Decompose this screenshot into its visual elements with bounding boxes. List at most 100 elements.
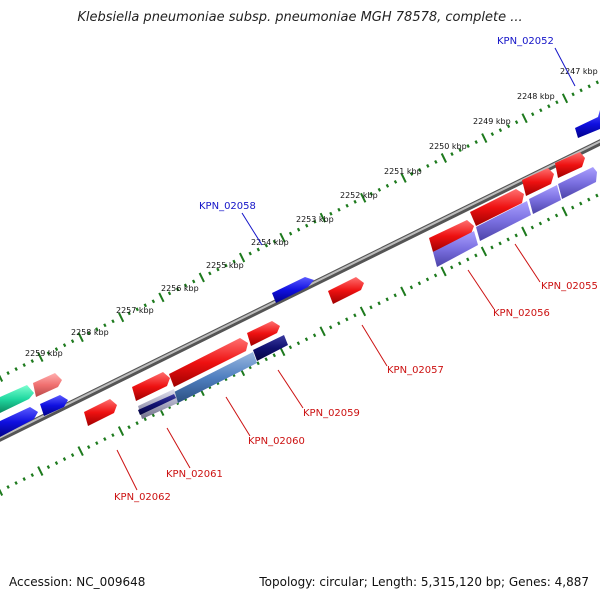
scale-minor-tick bbox=[248, 251, 252, 256]
gene-label-KPN_02056[interactable]: KPN_02056 bbox=[493, 308, 550, 319]
scale-major-tick bbox=[400, 286, 407, 297]
gene-features bbox=[0, 110, 600, 437]
scale-major-tick bbox=[117, 426, 125, 437]
scale-minor-tick bbox=[458, 148, 462, 152]
scale-minor-tick bbox=[95, 441, 99, 445]
gene-label-KPN_02059[interactable]: KPN_02059 bbox=[303, 408, 360, 419]
scale-minor-tick bbox=[458, 261, 462, 266]
scale-minor-tick bbox=[264, 357, 268, 362]
scale-minor-tick bbox=[95, 327, 99, 332]
scale-major-tick bbox=[319, 212, 326, 223]
scale-minor-tick bbox=[135, 307, 139, 312]
scale-label: 2248 kbp bbox=[517, 92, 555, 101]
scale-minor-tick bbox=[111, 433, 115, 437]
gene-arrow-reverse bbox=[470, 189, 524, 226]
genome-summary-text: Topology: circular; Length: 5,315,120 bp… bbox=[259, 575, 589, 589]
scale-major-tick bbox=[118, 312, 125, 323]
scale-major-tick bbox=[37, 466, 44, 476]
scale-major-tick bbox=[400, 172, 407, 183]
scale-minor-tick bbox=[111, 319, 115, 324]
leader-line bbox=[116, 449, 138, 491]
scale-minor-tick bbox=[587, 84, 591, 89]
scale-minor-tick bbox=[417, 281, 422, 286]
scale-minor-tick bbox=[208, 271, 212, 276]
scale-track-outer bbox=[0, 80, 599, 382]
scale-minor-tick bbox=[87, 331, 91, 336]
scale-major-tick bbox=[440, 153, 447, 163]
leader-lines bbox=[116, 47, 576, 491]
scale-minor-tick bbox=[46, 351, 51, 355]
scale-major-tick bbox=[158, 292, 165, 303]
scale-label: 2247 kbp bbox=[560, 67, 598, 76]
scale-major-tick bbox=[239, 252, 246, 263]
scale-minor-tick bbox=[409, 285, 414, 290]
gene-label-KPN_02062[interactable]: KPN_02062 bbox=[114, 492, 171, 503]
scale-minor-tick bbox=[530, 225, 535, 230]
scale-minor-tick bbox=[22, 363, 26, 367]
scale-minor-tick bbox=[506, 124, 511, 129]
leader-line bbox=[467, 269, 495, 310]
scale-minor-tick bbox=[313, 219, 317, 224]
scale-minor-tick bbox=[595, 193, 599, 198]
scale-major-tick bbox=[319, 326, 326, 337]
scale-minor-tick bbox=[369, 305, 373, 310]
scale-minor-tick bbox=[175, 287, 180, 292]
scale-minor-tick bbox=[385, 183, 390, 188]
gene-block bbox=[558, 167, 597, 199]
scale-minor-tick bbox=[369, 191, 373, 196]
scale-major-tick bbox=[561, 93, 569, 104]
scale-minor-tick bbox=[490, 245, 494, 250]
scale-minor-tick bbox=[434, 159, 438, 164]
scale-minor-tick bbox=[151, 299, 156, 304]
scale-label: 2252 kbp bbox=[340, 191, 378, 200]
scale-minor-tick bbox=[296, 227, 301, 232]
gene-label-KPN_02052[interactable]: KPN_02052 bbox=[497, 36, 554, 47]
scale-major-tick bbox=[521, 113, 528, 124]
scale-minor-tick bbox=[474, 140, 478, 144]
scale-minor-tick bbox=[304, 337, 309, 342]
scale-label: 2249 kbp bbox=[473, 117, 511, 126]
scale-minor-tick bbox=[216, 267, 220, 272]
gene-label-KPN_02060[interactable]: KPN_02060 bbox=[248, 436, 305, 447]
scale-minor-tick bbox=[272, 353, 276, 358]
scale-minor-tick bbox=[587, 197, 591, 202]
gene-arrow-reverse bbox=[132, 372, 170, 401]
gene-arrow-reverse bbox=[522, 168, 554, 196]
scale-minor-tick bbox=[514, 120, 519, 125]
gene-label-KPN_02058[interactable]: KPN_02058 bbox=[199, 201, 256, 212]
scale-minor-tick bbox=[167, 291, 172, 296]
gene-arrow-highlight bbox=[0, 385, 34, 413]
scale-label: 2254 kbp bbox=[251, 238, 289, 247]
scale-major-tick bbox=[37, 352, 44, 363]
scale-major-tick bbox=[0, 488, 4, 496]
gene-label-KPN_02061[interactable]: KPN_02061 bbox=[166, 469, 223, 480]
scale-minor-tick bbox=[571, 205, 575, 210]
gene-label-KPN_02057[interactable]: KPN_02057 bbox=[387, 365, 444, 376]
scale-minor-tick bbox=[498, 128, 503, 133]
scale-minor-tick bbox=[312, 333, 317, 338]
gene-arrow-reverse bbox=[84, 399, 117, 426]
scale-minor-tick bbox=[579, 88, 583, 93]
scale-minor-tick bbox=[377, 187, 382, 192]
scale-major-tick bbox=[440, 266, 447, 277]
gene-block bbox=[529, 185, 561, 214]
scale-major-tick bbox=[480, 246, 488, 257]
scale-minor-tick bbox=[183, 283, 188, 288]
gene-label-KPN_02055[interactable]: KPN_02055 bbox=[541, 281, 598, 292]
leader-line bbox=[277, 369, 304, 409]
scale-minor-tick bbox=[353, 313, 357, 318]
scale-minor-tick bbox=[103, 323, 107, 328]
scale-minor-tick bbox=[393, 293, 397, 298]
scale-minor-tick bbox=[579, 201, 583, 206]
scale-minor-tick bbox=[345, 203, 349, 208]
scale-minor-tick bbox=[62, 343, 67, 348]
leader-line bbox=[554, 47, 576, 87]
gene-arrow-reverse bbox=[429, 220, 474, 252]
scale-minor-tick bbox=[433, 273, 438, 278]
scale-label: 2251 kbp bbox=[384, 167, 422, 176]
scale-minor-tick bbox=[103, 437, 107, 442]
map-title: Klebsiella pneumoniae subsp. pneumoniae … bbox=[77, 10, 523, 25]
gene-block bbox=[138, 394, 176, 415]
